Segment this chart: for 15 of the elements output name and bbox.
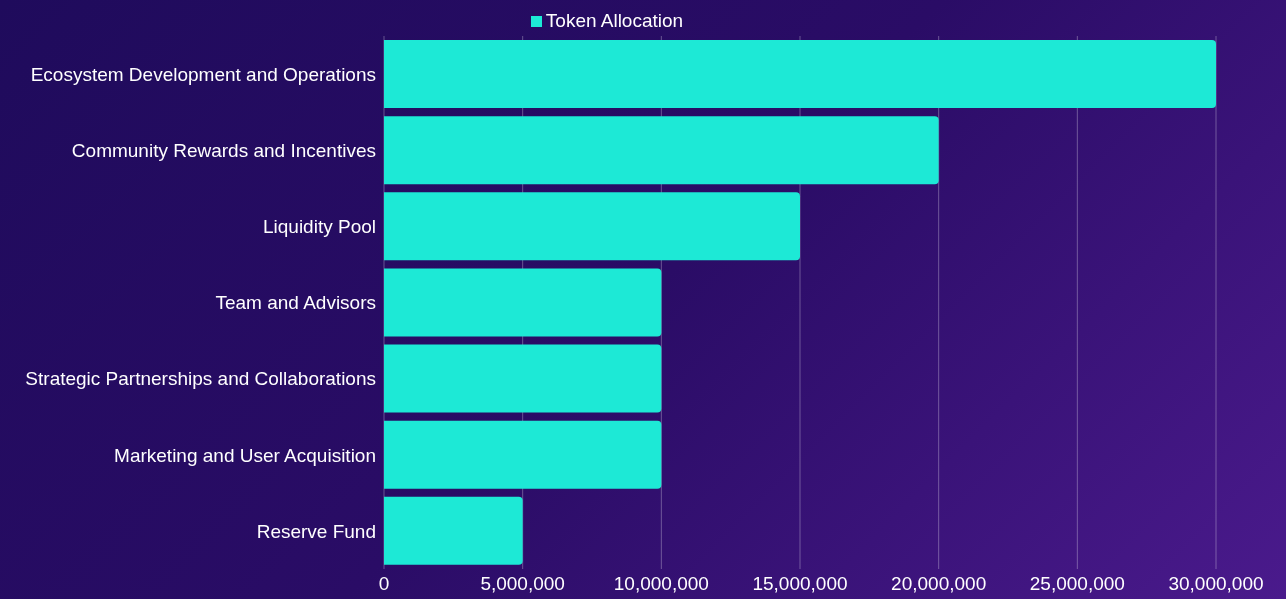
y-tick-label: Liquidity Pool <box>262 216 376 238</box>
y-tick-label: Community Rewards and Incentives <box>71 139 376 161</box>
y-tick-label: Ecosystem Development and Operations <box>30 63 376 85</box>
y-tick-label: Marketing and User Acquisition <box>114 444 376 466</box>
x-tick-label: 10,000,000 <box>613 573 709 595</box>
x-tick-label: 25,000,000 <box>1029 573 1125 595</box>
x-tick-label: 20,000,000 <box>891 573 987 595</box>
x-tick-label: 30,000,000 <box>1168 573 1264 595</box>
x-tick-label: 15,000,000 <box>752 573 848 595</box>
y-tick-label: Strategic Partnerships and Collaborations <box>25 368 376 390</box>
y-tick-label: Reserve Fund <box>256 520 376 542</box>
x-tick-label: 5,000,000 <box>480 573 565 595</box>
legend-label: Token Allocation <box>545 10 684 31</box>
x-tick-label: 0 <box>378 573 390 595</box>
y-tick-label: Team and Advisors <box>215 292 376 314</box>
